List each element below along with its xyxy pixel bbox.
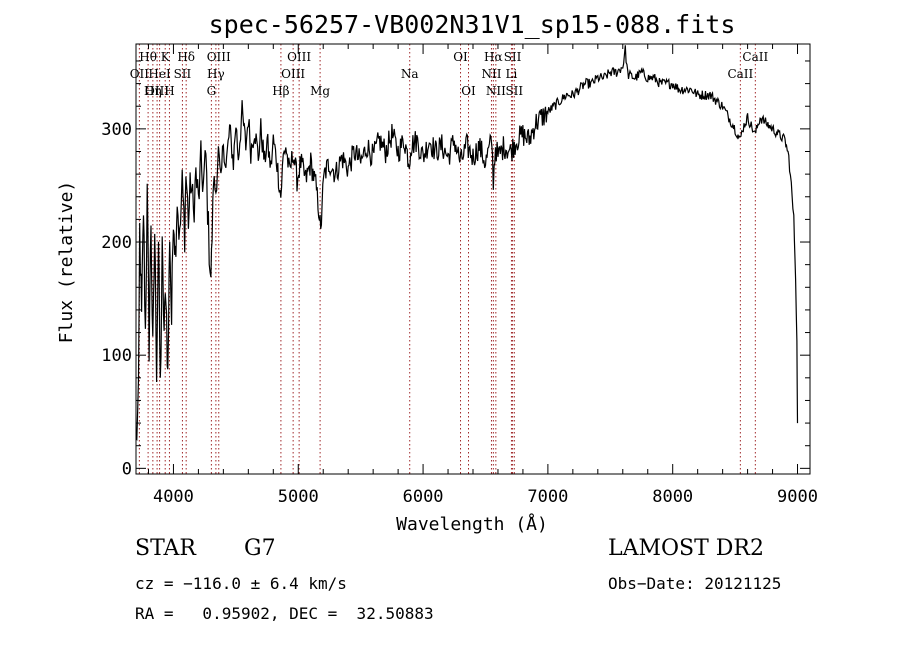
object-subclass: G7	[244, 536, 276, 561]
spectral-line-label: HeI	[148, 67, 171, 81]
chart-title: spec-56257-VB002N31V1_sp15-088.fits	[209, 10, 736, 39]
spectral-line-label: OI	[453, 50, 468, 64]
spectral-line-label: Hγ	[207, 67, 225, 81]
x-tick-label: 4000	[153, 487, 194, 507]
x-tick-label: 6000	[403, 487, 444, 507]
x-tick-label: 8000	[652, 487, 693, 507]
object-class: STAR	[135, 536, 196, 561]
spectral-line-label: Hθ	[139, 50, 157, 64]
spectral-line-label: CaII	[742, 50, 768, 64]
spectral-line-label: H	[164, 84, 174, 98]
spectral-line-label: Li	[506, 67, 518, 81]
spectral-line-label: Mg	[310, 84, 330, 98]
x-tick-label: 7000	[527, 487, 568, 507]
spectral-line-label: SII	[504, 50, 522, 64]
spectral-line-label: OII	[130, 67, 150, 81]
spectral-line-label: NII	[481, 67, 501, 81]
y-axis-label: Flux (relative)	[56, 181, 77, 344]
plot-frame	[135, 43, 811, 475]
spectral-line-label: SII	[505, 84, 523, 98]
spectral-line-label: OIII	[287, 50, 311, 64]
y-tick-label: 200	[101, 233, 132, 253]
spectral-line-label: Hα	[484, 50, 503, 64]
y-axis-ticks: 0 100 200 300	[101, 60, 810, 479]
spectral-line-label: Hδ	[177, 50, 195, 64]
x-axis-ticks: 4000 5000 6000 7000 8000 9000	[147, 44, 818, 507]
y-tick-label: 300	[101, 120, 132, 140]
spectral-line-label: NII	[486, 84, 506, 98]
x-axis-label: Wavelength (Å)	[396, 513, 548, 535]
spectral-line-label: OIII	[145, 84, 169, 98]
spectral-line-label: Hη	[144, 84, 162, 98]
spectral-line-label: Hβ	[272, 84, 289, 98]
spectral-line-label: G	[207, 84, 217, 98]
spectral-line-label: CaII	[727, 67, 753, 81]
obs-date-text: Obs−Date: 20121125	[608, 574, 782, 593]
redshift-text: cz = −116.0 ± 6.4 km/s	[135, 574, 347, 593]
survey-name: LAMOST DR2	[608, 536, 764, 561]
spectral-line-label: OIII	[281, 67, 305, 81]
spectral-line-label: Na	[401, 67, 419, 81]
spectral-line-label: OI	[461, 84, 476, 98]
spectrum-line	[135, 45, 799, 441]
spectral-line-label: K	[161, 50, 171, 64]
x-tick-label: 5000	[278, 487, 319, 507]
y-tick-label: 0	[122, 459, 132, 479]
spectral-line-label: SII	[174, 67, 192, 81]
coordinates-text: RA = 0.95902, DEC = 32.50883	[135, 604, 434, 623]
x-tick-label: 9000	[777, 487, 818, 507]
spectral-line-label: OIII	[207, 50, 231, 64]
y-tick-label: 100	[101, 346, 132, 366]
spectral-line-markers	[138, 44, 756, 474]
